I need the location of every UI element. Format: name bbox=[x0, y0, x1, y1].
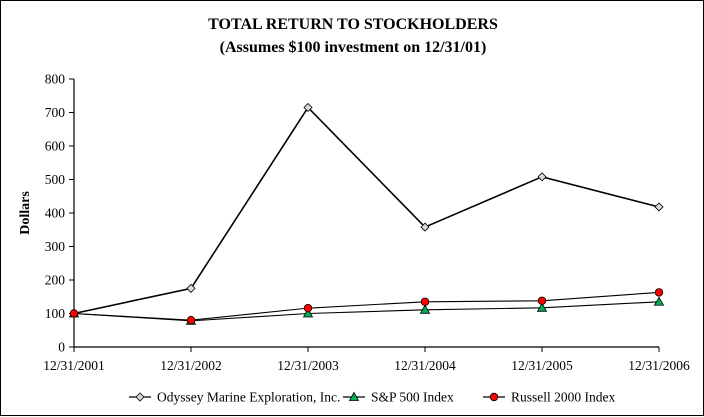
data-point bbox=[654, 288, 664, 297]
data-point bbox=[186, 283, 196, 293]
y-tick-label: 0 bbox=[58, 340, 65, 355]
legend-marker bbox=[135, 392, 145, 402]
data-point bbox=[186, 316, 196, 325]
y-axis-title: Dollars bbox=[18, 191, 33, 235]
data-point bbox=[654, 202, 664, 212]
data-point bbox=[302, 308, 314, 318]
legend-item: Odyssey Marine Exploration, Inc. bbox=[129, 390, 340, 405]
legend-label: Odyssey Marine Exploration, Inc. bbox=[157, 390, 340, 405]
data-point bbox=[536, 302, 548, 312]
series-line bbox=[73, 291, 660, 321]
legend-marker bbox=[489, 392, 499, 402]
data-point bbox=[303, 102, 313, 113]
legend-item: S&P 500 Index bbox=[343, 390, 454, 405]
chart-subtitle: (Assumes $100 investment on 12/31/01) bbox=[220, 39, 487, 56]
y-tick-label: 500 bbox=[45, 172, 66, 187]
y-tick-label: 200 bbox=[45, 273, 66, 288]
x-tick-label: 12/31/2004 bbox=[394, 358, 456, 373]
y-tick-label: 800 bbox=[45, 72, 66, 87]
x-tick-label: 12/31/2006 bbox=[628, 358, 690, 373]
data-point bbox=[69, 309, 79, 318]
data-point bbox=[420, 297, 430, 306]
x-tick-label: 12/31/2003 bbox=[277, 358, 339, 373]
legend-item: Russell 2000 Index bbox=[483, 390, 615, 405]
series-russell-2000-index bbox=[69, 288, 664, 325]
series-layer bbox=[68, 102, 665, 325]
data-point bbox=[653, 296, 665, 306]
series-odyssey-marine-exploration-inc bbox=[69, 102, 664, 319]
y-tick-label: 600 bbox=[45, 139, 66, 154]
series-s-p-500-index bbox=[68, 296, 665, 325]
y-tick-label: 100 bbox=[45, 306, 66, 321]
legend-label: Russell 2000 Index bbox=[511, 390, 615, 405]
chart-title: TOTAL RETURN TO STOCKHOLDERS bbox=[208, 16, 498, 33]
data-point bbox=[537, 296, 547, 305]
series-line bbox=[73, 106, 660, 315]
data-point bbox=[419, 304, 431, 314]
x-tick-label: 12/31/2005 bbox=[511, 358, 573, 373]
x-tick-label: 12/31/2002 bbox=[160, 358, 222, 373]
y-tick-label: 700 bbox=[45, 105, 66, 120]
legend-marker bbox=[348, 391, 360, 401]
axes: 0 100 200 300 400 500 600 700 800 12/31/2001 12/31… bbox=[43, 72, 690, 374]
x-tick-label: 12/31/2001 bbox=[43, 358, 105, 373]
data-point bbox=[420, 222, 430, 232]
data-point bbox=[537, 172, 547, 182]
series-line bbox=[73, 301, 660, 322]
legend-label: S&P 500 Index bbox=[371, 390, 454, 405]
y-tick-label: 400 bbox=[45, 206, 66, 221]
legend: Odyssey Marine Exploration, Inc. S&P 500 … bbox=[129, 390, 615, 405]
y-tick-label: 300 bbox=[45, 239, 66, 254]
data-point bbox=[303, 303, 313, 313]
